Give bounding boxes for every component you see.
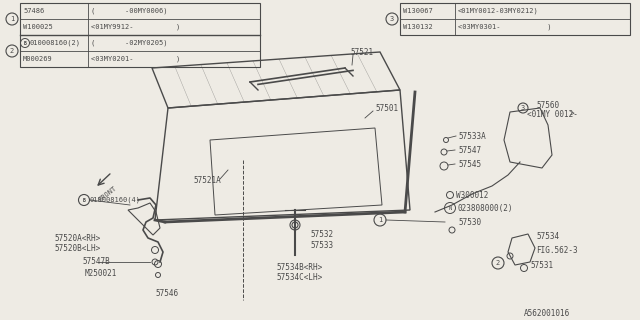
- Text: >: >: [570, 109, 575, 118]
- Text: 57501: 57501: [375, 103, 398, 113]
- Text: 57534C<LH>: 57534C<LH>: [276, 273, 323, 282]
- Text: 57531: 57531: [530, 260, 553, 269]
- Text: B: B: [24, 41, 26, 45]
- Text: W130067: W130067: [403, 8, 433, 14]
- Text: 57520B<LH>: 57520B<LH>: [54, 244, 100, 252]
- Text: 57534: 57534: [536, 231, 559, 241]
- Text: 1: 1: [378, 217, 382, 223]
- Text: A562001016: A562001016: [524, 309, 570, 318]
- Text: (       -00MY0006): ( -00MY0006): [91, 8, 168, 14]
- Text: <01MY0012-03MY0212): <01MY0012-03MY0212): [458, 8, 539, 14]
- Text: W300012: W300012: [456, 190, 488, 199]
- Text: <03MY0301-           ): <03MY0301- ): [458, 24, 552, 30]
- Text: 57530: 57530: [458, 218, 481, 227]
- Text: 57521: 57521: [350, 47, 373, 57]
- Text: 2: 2: [10, 48, 14, 54]
- Text: <01MY9912-          ): <01MY9912- ): [91, 24, 180, 30]
- Text: 57560: 57560: [536, 100, 559, 109]
- Text: <01MY 0012-: <01MY 0012-: [527, 109, 578, 118]
- Text: 010008160(4): 010008160(4): [90, 197, 141, 203]
- Text: M250021: M250021: [85, 269, 117, 278]
- Bar: [400, 3, 630, 35]
- Text: 57486: 57486: [23, 8, 44, 14]
- Text: 3: 3: [521, 105, 525, 111]
- Text: 57533: 57533: [310, 241, 333, 250]
- Text: 1: 1: [10, 16, 14, 22]
- Text: 57547: 57547: [458, 146, 481, 155]
- Text: 57521A: 57521A: [193, 175, 221, 185]
- Text: W100025: W100025: [23, 24, 52, 30]
- Text: W130132: W130132: [403, 24, 433, 30]
- Text: 57545: 57545: [458, 159, 481, 169]
- Text: FRONT: FRONT: [97, 185, 117, 203]
- Text: M000269: M000269: [23, 56, 52, 62]
- Text: 2: 2: [496, 260, 500, 266]
- Text: 3: 3: [390, 16, 394, 22]
- Text: <03MY0201-          ): <03MY0201- ): [91, 56, 180, 62]
- Text: 57520A<RH>: 57520A<RH>: [54, 234, 100, 243]
- Bar: [20, 3, 260, 67]
- Text: 57534B<RH>: 57534B<RH>: [276, 262, 323, 271]
- Text: N: N: [449, 205, 452, 211]
- Text: (       -02MY0205): ( -02MY0205): [91, 40, 168, 46]
- Text: 57533A: 57533A: [458, 132, 486, 140]
- Text: 57547B: 57547B: [82, 258, 109, 267]
- Text: 57532: 57532: [310, 229, 333, 238]
- Text: 010008160(2): 010008160(2): [30, 40, 81, 46]
- Text: 023808000(2): 023808000(2): [458, 204, 513, 212]
- Text: B: B: [83, 197, 85, 203]
- Text: 57546: 57546: [155, 289, 178, 298]
- Text: FIG.562-3: FIG.562-3: [536, 245, 578, 254]
